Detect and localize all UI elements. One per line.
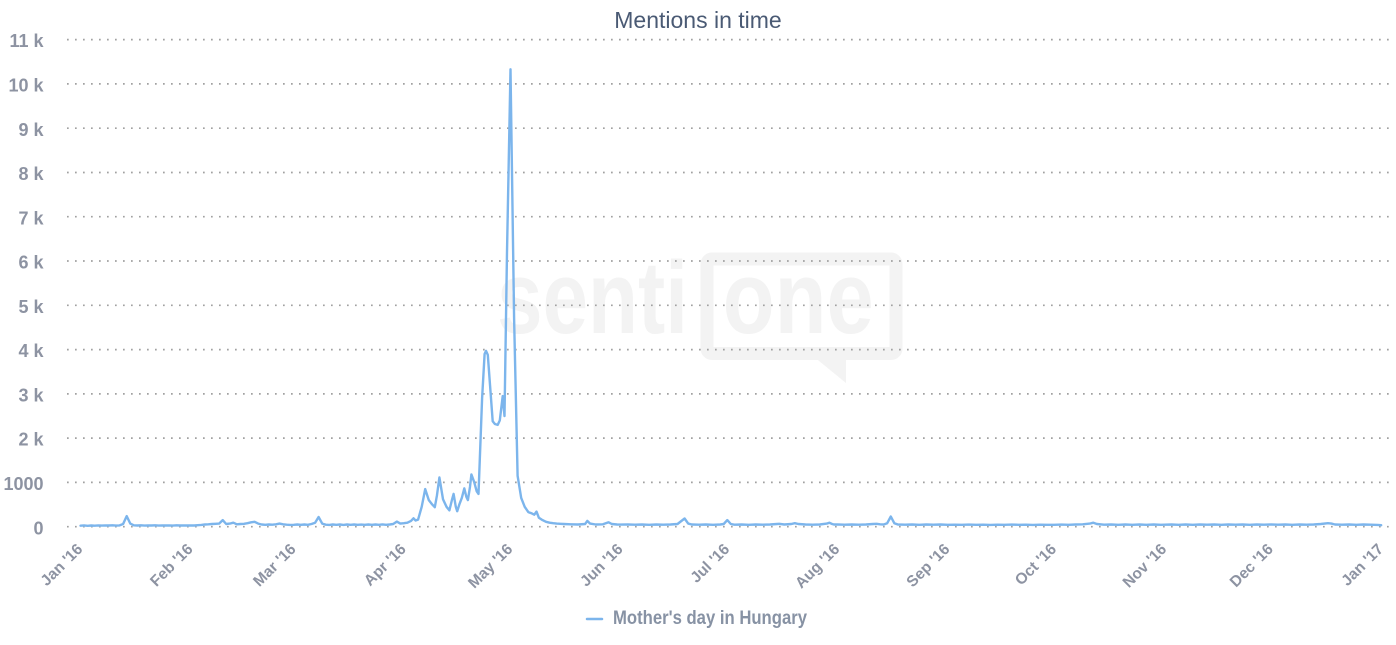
- svg-text:senti: senti: [497, 240, 688, 355]
- svg-text:3 k: 3 k: [18, 386, 44, 406]
- svg-text:1000: 1000: [3, 474, 43, 494]
- svg-text:7 k: 7 k: [18, 208, 44, 228]
- svg-text:0: 0: [33, 518, 43, 538]
- svg-text:Mentions in time: Mentions in time: [614, 7, 781, 33]
- svg-text:one: one: [723, 240, 874, 355]
- svg-text:9 k: 9 k: [18, 120, 44, 140]
- svg-text:11 k: 11 k: [9, 31, 44, 51]
- svg-text:6 k: 6 k: [18, 253, 44, 273]
- svg-text:Mother's day in Hungary: Mother's day in Hungary: [613, 607, 807, 629]
- svg-text:5 k: 5 k: [18, 297, 44, 317]
- svg-text:4 k: 4 k: [18, 341, 44, 361]
- svg-text:2 k: 2 k: [18, 430, 44, 450]
- svg-text:8 k: 8 k: [18, 164, 44, 184]
- svg-text:10 k: 10 k: [8, 76, 44, 96]
